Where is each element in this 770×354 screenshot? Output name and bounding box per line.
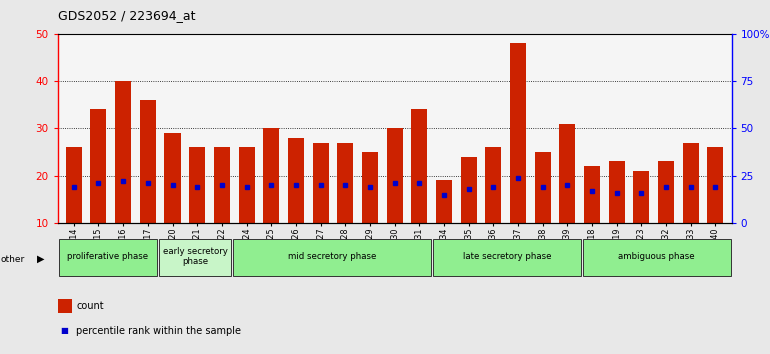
Bar <box>189 147 206 223</box>
Bar <box>411 109 427 223</box>
Bar <box>559 124 575 223</box>
Text: other: other <box>1 255 25 264</box>
Text: GDS2052 / 223694_at: GDS2052 / 223694_at <box>58 9 196 22</box>
Bar <box>436 181 452 223</box>
Text: late secretory phase: late secretory phase <box>463 252 551 261</box>
Text: ■: ■ <box>61 326 69 336</box>
Bar <box>584 166 600 223</box>
Text: proliferative phase: proliferative phase <box>67 252 148 261</box>
Bar <box>288 138 304 223</box>
Bar <box>658 161 674 223</box>
Bar <box>683 143 699 223</box>
Text: ▶: ▶ <box>37 254 45 264</box>
Bar <box>90 109 106 223</box>
Bar <box>460 157 477 223</box>
Bar <box>362 152 378 223</box>
Bar <box>159 239 232 276</box>
Text: percentile rank within the sample: percentile rank within the sample <box>76 326 241 336</box>
Bar <box>65 147 82 223</box>
Bar <box>263 128 280 223</box>
Text: ambiguous phase: ambiguous phase <box>618 252 695 261</box>
Bar <box>337 143 353 223</box>
Bar <box>485 147 501 223</box>
Bar <box>634 171 649 223</box>
Bar <box>59 239 156 276</box>
Bar <box>534 152 551 223</box>
Text: early secretory
phase: early secretory phase <box>162 247 227 267</box>
Bar <box>583 239 731 276</box>
Bar <box>510 43 526 223</box>
Text: count: count <box>76 301 104 311</box>
Bar <box>165 133 180 223</box>
Bar <box>708 147 724 223</box>
Bar <box>239 147 255 223</box>
Bar <box>433 239 581 276</box>
Bar <box>214 147 230 223</box>
Bar <box>140 100 156 223</box>
Bar <box>609 161 624 223</box>
Bar <box>116 81 131 223</box>
Bar <box>313 143 329 223</box>
Bar <box>233 239 431 276</box>
Text: mid secretory phase: mid secretory phase <box>288 252 377 261</box>
Bar <box>387 128 403 223</box>
